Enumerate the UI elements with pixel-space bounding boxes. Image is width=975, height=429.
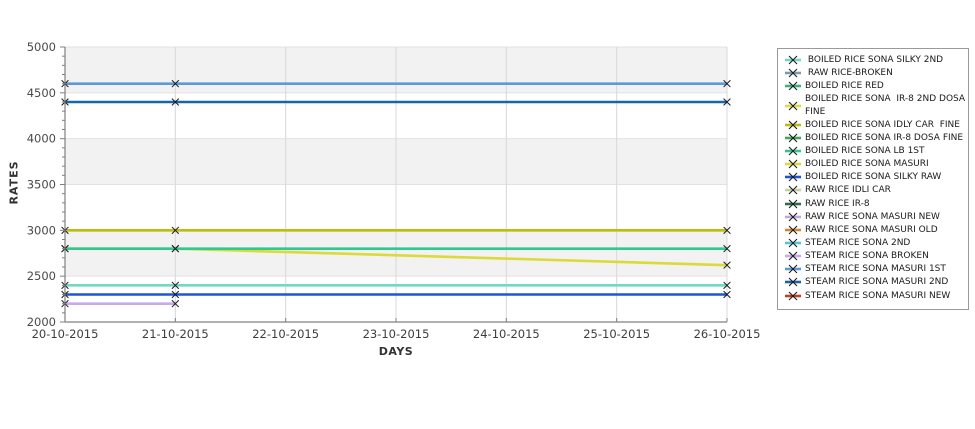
legend-item-label: STEAM RICE SONA MASURI 1ST [805, 264, 946, 275]
data-point-marker [723, 98, 731, 106]
legend-item: STEAM RICE SONA MASURI NEW [780, 290, 966, 302]
y-tick-label: 2000 [27, 315, 56, 329]
legend-marker-icon [785, 68, 801, 78]
legend-item: STEAM RICE SONA 2ND [780, 237, 966, 249]
legend-item: RAW RICE IR-8 [780, 198, 966, 210]
legend-marker-icon [785, 101, 801, 110]
legend-item-label: STEAM RICE SONA MASURI NEW [805, 290, 951, 301]
data-point-marker [723, 281, 731, 290]
data-point-marker [171, 299, 180, 308]
legend-marker-icon [785, 133, 801, 143]
legend-item: RAW RICE IDLI CAR [780, 184, 966, 196]
x-tick-label: 23-10-2015 [363, 327, 430, 341]
data-point-marker [171, 226, 180, 235]
legend-item: BOILED RICE RED [780, 80, 966, 92]
x-tick-label: 24-10-2015 [473, 327, 540, 341]
legend-marker-icon [785, 212, 801, 222]
legend-marker-icon [785, 159, 801, 169]
legend-marker-icon [785, 238, 801, 248]
data-point-marker [723, 244, 731, 253]
data-point-marker [171, 79, 180, 88]
legend-item-label: RAW RICE IDLI CAR [805, 185, 891, 196]
y-tick-label: 4500 [27, 86, 56, 100]
legend-item: RAW RICE SONA MASURI OLD [780, 224, 966, 236]
chart-legend: BOILED RICE SONA SILKY 2ND RAW RICE-BROK… [777, 48, 969, 310]
legend-item: BOILED RICE SONA MASURI [780, 158, 966, 170]
legend-item-label: RAW RICE IR-8 [805, 198, 870, 209]
legend-item: BOILED RICE SONA IR-8 2ND DOSA FINE [780, 93, 966, 117]
legend-item-label: BOILED RICE SONA LB 1ST [805, 145, 925, 156]
data-point-marker [171, 98, 180, 106]
legend-marker-icon [785, 81, 801, 91]
legend-item: BOILED RICE SONA SILKY 2ND [780, 54, 966, 66]
x-tick-label: 25-10-2015 [583, 327, 650, 341]
legend-marker-icon [785, 291, 801, 300]
legend-marker-icon [785, 225, 801, 235]
legend-item-label: BOILED RICE SONA SILKY 2ND [805, 55, 944, 65]
legend-item: STEAM RICE SONA BROKEN [780, 250, 966, 262]
legend-item-label: RAW RICE SONA MASURI NEW [805, 211, 940, 222]
legend-item: BOILED RICE SONA IR-8 DOSA FINE [780, 132, 966, 144]
y-tick-label: 3500 [27, 178, 56, 192]
data-point-marker [723, 226, 731, 235]
legend-item: RAW RICE SONA MASURI NEW [780, 211, 966, 223]
legend-item: STEAM RICE SONA MASURI 2ND [780, 276, 966, 288]
legend-item: STEAM RICE SONA MASURI 1ST [780, 263, 966, 275]
y-axis-title: RATES [7, 160, 21, 205]
legend-item-label: BOILED RICE SONA IR-8 DOSA FINE [805, 132, 964, 143]
x-tick-label: 26-10-2015 [694, 327, 761, 341]
legend-item-label: BOILED RICE SONA IDLY CAR FINE [805, 119, 960, 130]
legend-marker-icon [785, 264, 801, 274]
legend-item-label: STEAM RICE SONA 2ND [805, 237, 911, 248]
legend-item: BOILED RICE SONA LB 1ST [780, 145, 966, 157]
legend-marker-icon [785, 120, 801, 130]
legend-item: BOILED RICE SONA SILKY RAW [780, 171, 966, 183]
legend-marker-icon [785, 172, 801, 182]
y-tick-label: 4000 [27, 132, 56, 146]
legend-marker-icon [785, 278, 801, 287]
legend-item-label: BOILED RICE SONA IR-8 2ND DOSA FINE [805, 94, 968, 117]
x-tick-label: 21-10-2015 [142, 327, 209, 341]
legend-item-label: RAW RICE-BROKEN [805, 68, 893, 79]
legend-item: RAW RICE-BROKEN [780, 67, 966, 79]
y-tick-label: 2500 [27, 269, 56, 283]
legend-item-label: RAW RICE SONA MASURI OLD [805, 224, 938, 235]
data-point-marker [723, 261, 731, 269]
legend-marker-icon [785, 186, 801, 195]
x-axis-title: DAYS [378, 345, 414, 358]
legend-item-label: BOILED RICE RED [805, 81, 884, 92]
data-point-marker [171, 290, 180, 299]
legend-marker-icon [785, 55, 801, 65]
data-point-marker [723, 290, 731, 299]
y-tick-label: 5000 [27, 40, 56, 54]
y-tick-label: 3000 [27, 223, 56, 237]
data-point-marker [171, 281, 180, 290]
legend-marker-icon [785, 251, 801, 261]
legend-item: BOILED RICE SONA IDLY CAR FINE [780, 119, 966, 131]
legend-item-label: STEAM RICE SONA BROKEN [805, 251, 929, 262]
x-tick-label: 22-10-2015 [252, 327, 319, 341]
legend-item-label: BOILED RICE SONA SILKY RAW [805, 172, 942, 183]
x-tick-label: 20-10-2015 [32, 327, 99, 341]
data-point-marker [171, 244, 180, 253]
legend-marker-icon [785, 146, 801, 156]
data-point-marker [723, 79, 731, 88]
legend-item-label: BOILED RICE SONA MASURI [805, 159, 929, 170]
legend-item-label: STEAM RICE SONA MASURI 2ND [805, 277, 949, 288]
legend-marker-icon [785, 199, 801, 208]
